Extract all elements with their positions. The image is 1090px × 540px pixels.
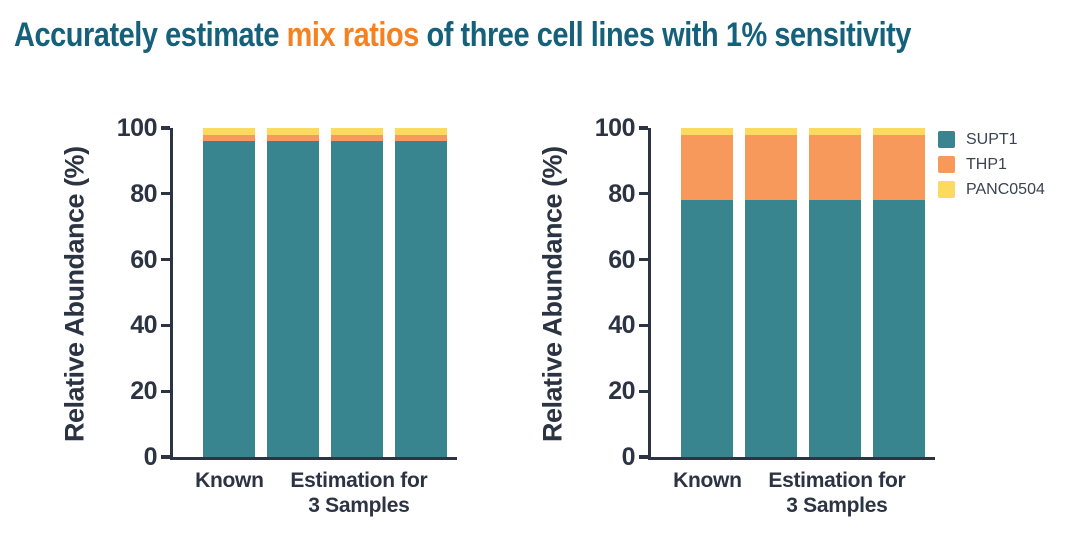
y-tick-label: 100 xyxy=(116,114,158,142)
y-tick-mark xyxy=(639,192,648,196)
legend-item-panc0504: PANC0504 xyxy=(938,181,1045,198)
y-axis-label: Relative Abundance (%) xyxy=(537,146,568,442)
bar-segment-thp1 xyxy=(331,134,383,142)
x-axis-group-label: Estimation for 3 Samples xyxy=(768,469,906,517)
bar-segment-thp1 xyxy=(267,134,319,142)
legend-swatch-supt1 xyxy=(938,131,955,148)
y-tick-label: 40 xyxy=(608,311,635,340)
y-tick-label: 60 xyxy=(130,245,157,274)
legend-swatch-thp1 xyxy=(938,156,955,173)
y-tick-mark xyxy=(161,323,170,327)
bar-segment-supt1 xyxy=(331,141,383,457)
bar-segment-thp1 xyxy=(809,134,861,201)
legend-swatch-panc0504 xyxy=(938,181,955,198)
bar-segment-thp1 xyxy=(203,134,255,142)
y-tick-label: 20 xyxy=(608,377,635,406)
bar-segment-supt1 xyxy=(681,200,733,457)
bar-segment-panc0504 xyxy=(745,128,797,135)
legend-item-supt1: SUPT1 xyxy=(938,131,1045,148)
stacked-bar xyxy=(745,128,797,457)
y-tick-mark xyxy=(639,323,648,327)
y-tick-mark xyxy=(161,258,170,262)
y-tick-mark xyxy=(639,389,648,393)
legend-label: THP1 xyxy=(966,156,1007,173)
y-tick-mark xyxy=(639,258,648,262)
bar-segment-supt1 xyxy=(203,141,255,457)
bar-segment-supt1 xyxy=(809,200,861,457)
x-axis-group-label: Estimation for 3 Samples xyxy=(290,469,428,517)
title-accent: mix ratios xyxy=(286,16,420,54)
bar-segment-panc0504 xyxy=(267,128,319,135)
y-tick-mark xyxy=(639,126,648,130)
stacked-bar xyxy=(809,128,861,457)
y-tick-mark xyxy=(639,455,648,459)
y-tick-mark xyxy=(161,389,170,393)
page-title: Accurately estimate mix ratios of three … xyxy=(14,16,911,55)
legend-item-thp1: THP1 xyxy=(938,156,1045,173)
stacked-bar xyxy=(873,128,925,457)
bar-segment-panc0504 xyxy=(331,128,383,135)
plot-area: 0 20 40 60 80 100 Known Estimation for 3 Samples xyxy=(117,115,457,517)
stacked-bar xyxy=(681,128,733,457)
plot-area: 0 20 40 60 80 100 Known Estimation for 3 Samples xyxy=(595,115,935,517)
bars-group xyxy=(203,128,447,457)
y-tick-label: 60 xyxy=(608,245,635,274)
bars-group xyxy=(681,128,925,457)
bar-segment-panc0504 xyxy=(681,128,733,135)
title-segment-2: of three cell lines with 1% sensitivity xyxy=(426,16,912,54)
y-tick-label: 0 xyxy=(143,443,158,471)
legend: SUPT1 THP1 PANC0504 xyxy=(938,131,1045,206)
bar-segment-supt1 xyxy=(267,141,319,457)
x-axis-group-label: Known xyxy=(195,469,264,492)
bar-segment-thp1 xyxy=(745,134,797,201)
y-tick-label: 0 xyxy=(621,443,636,471)
stacked-bar xyxy=(395,128,447,457)
stacked-bar xyxy=(267,128,319,457)
y-tick-label: 40 xyxy=(130,311,157,340)
bar-segment-thp1 xyxy=(873,134,925,201)
title-segment-1: Accurately estimate xyxy=(14,16,280,54)
bar-segment-panc0504 xyxy=(873,128,925,135)
stacked-bar-chart-left: Relative Abundance (%) 0 20 40 60 80 100 Known… xyxy=(55,103,535,533)
bar-segment-panc0504 xyxy=(203,128,255,135)
bar-segment-supt1 xyxy=(873,200,925,457)
y-tick-label: 80 xyxy=(608,179,635,208)
legend-label: SUPT1 xyxy=(966,131,1018,148)
bar-segment-thp1 xyxy=(395,134,447,142)
bar-segment-thp1 xyxy=(681,134,733,201)
stacked-bar xyxy=(203,128,255,457)
bar-segment-supt1 xyxy=(395,141,447,457)
y-tick-mark xyxy=(161,126,170,130)
stacked-bar xyxy=(331,128,383,457)
y-tick-label: 20 xyxy=(130,377,157,406)
bar-segment-panc0504 xyxy=(809,128,861,135)
bar-segment-supt1 xyxy=(745,200,797,457)
y-tick-label: 100 xyxy=(594,114,636,142)
stacked-bar-chart-right: Relative Abundance (%) 0 20 40 60 80 100 Known… xyxy=(533,103,1013,533)
y-tick-label: 80 xyxy=(130,179,157,208)
legend-label: PANC0504 xyxy=(966,181,1045,198)
bar-segment-panc0504 xyxy=(395,128,447,135)
x-axis-group-label: Known xyxy=(673,469,742,492)
y-axis-label: Relative Abundance (%) xyxy=(59,146,90,442)
y-tick-mark xyxy=(161,192,170,196)
y-tick-mark xyxy=(161,455,170,459)
